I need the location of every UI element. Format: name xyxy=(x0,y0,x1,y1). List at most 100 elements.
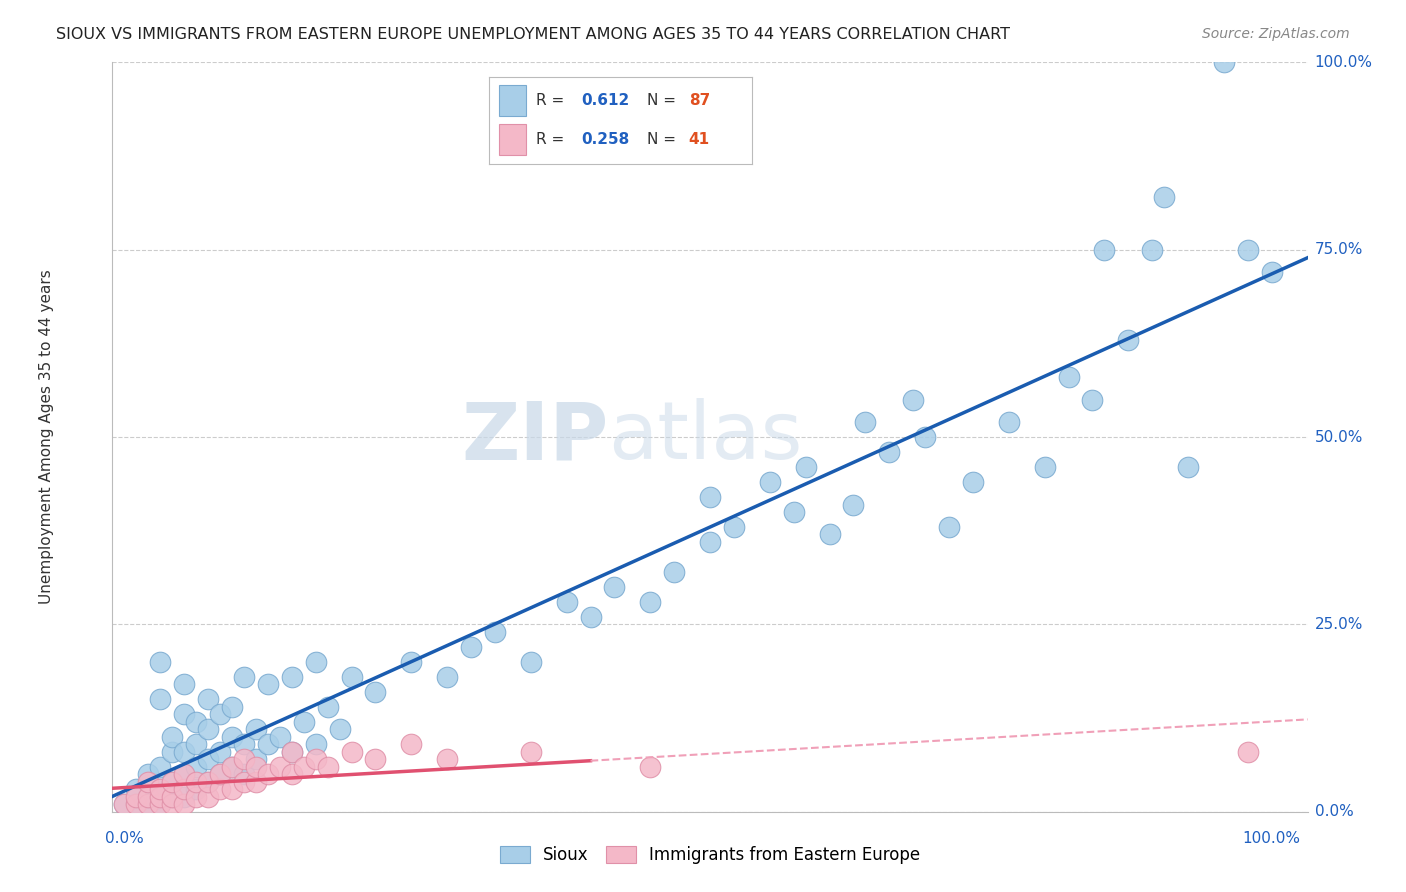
Point xyxy=(520,655,543,669)
Point xyxy=(233,774,256,789)
Point xyxy=(221,782,243,797)
Text: 0.0%: 0.0% xyxy=(1315,805,1353,819)
Point xyxy=(186,714,208,729)
Point xyxy=(233,737,256,751)
Point xyxy=(903,392,925,407)
Point xyxy=(292,760,315,774)
Point xyxy=(962,475,984,489)
Point xyxy=(209,767,232,781)
Point xyxy=(603,580,626,594)
Point xyxy=(162,774,183,789)
Point xyxy=(664,565,686,579)
Point xyxy=(555,595,578,609)
Point xyxy=(938,520,960,534)
Point xyxy=(1213,55,1236,70)
Point xyxy=(149,789,172,804)
Point xyxy=(998,415,1021,429)
Point xyxy=(149,782,172,797)
Point xyxy=(579,610,602,624)
Point xyxy=(436,670,458,684)
Point xyxy=(879,445,901,459)
Point xyxy=(460,640,482,654)
Text: 100.0%: 100.0% xyxy=(1243,831,1301,846)
Point xyxy=(149,692,172,706)
Point xyxy=(782,505,804,519)
Point xyxy=(186,760,208,774)
Point xyxy=(855,415,877,429)
Point xyxy=(484,624,506,639)
Text: ZIP: ZIP xyxy=(461,398,609,476)
Point xyxy=(149,797,172,812)
Point xyxy=(1081,392,1104,407)
Point xyxy=(1118,333,1140,347)
Point xyxy=(281,745,304,759)
Point xyxy=(197,752,219,766)
Point xyxy=(197,774,219,789)
Point xyxy=(281,670,304,684)
Point xyxy=(162,730,183,744)
Point xyxy=(292,714,315,729)
Point xyxy=(723,520,745,534)
Point xyxy=(221,730,243,744)
Point xyxy=(209,767,232,781)
Point xyxy=(162,774,183,789)
Point xyxy=(173,789,195,804)
Point xyxy=(186,737,208,751)
Point xyxy=(269,730,291,744)
Point xyxy=(257,677,280,691)
Point xyxy=(329,723,352,737)
Point xyxy=(520,745,543,759)
Text: 25.0%: 25.0% xyxy=(1315,617,1362,632)
Point xyxy=(186,782,208,797)
Point xyxy=(1094,243,1116,257)
Point xyxy=(340,745,363,759)
Point xyxy=(364,685,387,699)
Point xyxy=(305,655,328,669)
Point xyxy=(138,797,160,812)
Point xyxy=(818,527,841,541)
Legend: Sioux, Immigrants from Eastern Europe: Sioux, Immigrants from Eastern Europe xyxy=(494,839,927,871)
Point xyxy=(186,774,208,789)
Text: Source: ZipAtlas.com: Source: ZipAtlas.com xyxy=(1202,27,1350,41)
Text: 50.0%: 50.0% xyxy=(1315,430,1362,444)
Point xyxy=(221,760,243,774)
Point xyxy=(699,490,721,504)
Point xyxy=(269,760,291,774)
Text: 75.0%: 75.0% xyxy=(1315,243,1362,257)
Point xyxy=(316,760,339,774)
Point xyxy=(401,655,423,669)
Point xyxy=(914,430,936,444)
Point xyxy=(233,752,256,766)
Point xyxy=(138,767,160,781)
Point xyxy=(138,789,160,804)
Point xyxy=(1237,745,1260,759)
Point xyxy=(1033,460,1056,475)
Point xyxy=(149,655,172,669)
Point xyxy=(209,745,232,759)
Point xyxy=(245,752,267,766)
Point xyxy=(340,670,363,684)
Point xyxy=(209,782,232,797)
Text: atlas: atlas xyxy=(609,398,803,476)
Point xyxy=(149,797,172,812)
Point xyxy=(197,789,219,804)
Text: 100.0%: 100.0% xyxy=(1315,55,1372,70)
Point xyxy=(221,760,243,774)
Point xyxy=(305,737,328,751)
Point xyxy=(149,760,172,774)
Point xyxy=(316,699,339,714)
Text: 0.0%: 0.0% xyxy=(105,831,145,846)
Point xyxy=(138,774,160,789)
Point xyxy=(197,723,219,737)
Point xyxy=(114,797,135,812)
Point xyxy=(842,498,865,512)
Point xyxy=(401,737,423,751)
Point xyxy=(281,745,304,759)
Point xyxy=(138,797,160,812)
Point xyxy=(245,723,267,737)
Point xyxy=(305,752,328,766)
Point xyxy=(162,789,183,804)
Point xyxy=(209,707,232,722)
Point xyxy=(162,797,183,812)
Point xyxy=(640,595,662,609)
